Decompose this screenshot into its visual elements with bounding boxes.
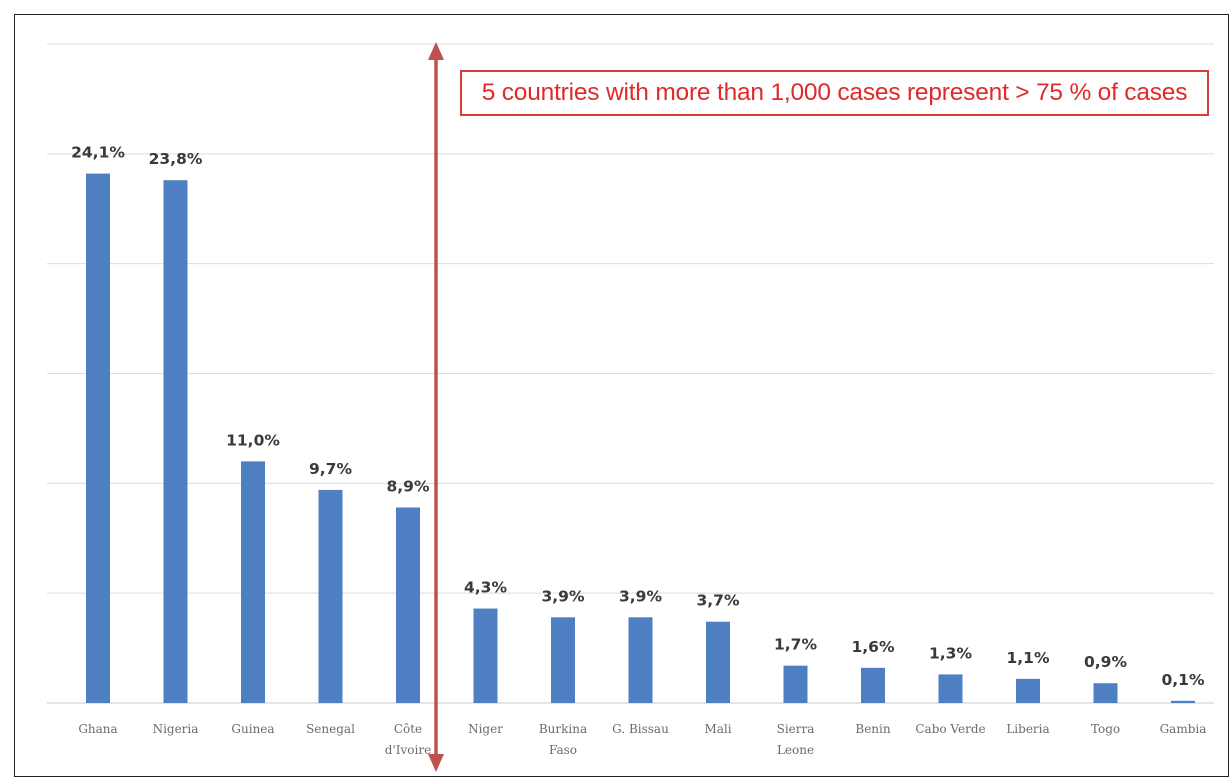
arrow-head-bottom: [428, 754, 444, 772]
data-label: 1,7%: [774, 636, 817, 654]
category-label: Côte: [394, 722, 422, 736]
bar: [706, 621, 730, 703]
bar: [938, 674, 963, 703]
category-label: d'Ivoire: [385, 743, 431, 757]
bar: [163, 180, 188, 703]
chart-frame: [14, 14, 1229, 777]
data-label: 1,6%: [852, 638, 895, 656]
bar: [551, 617, 575, 703]
data-labels: 24,1% 23,8% 11,0% 9,7% 8,9% 4,3% 3,9% 3,9% 3,7% 1…: [71, 144, 1205, 689]
data-label: 8,9%: [387, 477, 430, 495]
callout-box: 5 countries with more than 1,000 cases r…: [460, 70, 1209, 116]
data-label: 24,1%: [71, 144, 125, 162]
category-labels: Ghana Nigeria Guinea Senegal Côte d'Ivoire Nig…: [78, 722, 1206, 757]
data-label: 3,7%: [697, 592, 740, 610]
bar: [396, 507, 420, 703]
data-label: 0,1%: [1162, 671, 1205, 689]
data-label: 4,3%: [464, 579, 507, 597]
bar: [783, 665, 808, 703]
category-label: Liberia: [1006, 722, 1049, 736]
data-label: 0,9%: [1084, 653, 1127, 671]
category-label: Leone: [777, 743, 814, 757]
data-label: 1,1%: [1007, 649, 1050, 667]
category-label: Gambia: [1160, 722, 1207, 736]
bar: [473, 608, 498, 703]
bar: [86, 173, 110, 703]
category-label: Cabo Verde: [915, 722, 985, 736]
data-label: 1,3%: [929, 644, 972, 662]
arrow-head-top: [428, 42, 444, 60]
bars: [86, 173, 1195, 703]
category-label: Togo: [1091, 722, 1120, 736]
bar: [1171, 700, 1195, 703]
bar: [241, 461, 265, 703]
bar: [861, 667, 885, 703]
category-label: Faso: [549, 743, 577, 757]
category-label: Sierra: [777, 722, 815, 736]
category-label: Benin: [855, 722, 890, 736]
category-label: G. Bissau: [612, 722, 669, 736]
category-label: Senegal: [306, 722, 355, 736]
category-label: Nigeria: [153, 722, 199, 736]
category-label: Niger: [468, 722, 503, 736]
category-label: Mali: [704, 722, 731, 736]
category-label: Burkina: [539, 722, 587, 736]
callout-text: 5 countries with more than 1,000 cases r…: [481, 79, 1188, 106]
bar: [628, 617, 653, 703]
data-label: 11,0%: [226, 431, 280, 449]
divider-double-arrow: [428, 42, 444, 772]
data-label: 9,7%: [309, 460, 352, 478]
bar: [1093, 683, 1118, 703]
bar: [318, 489, 343, 703]
category-label: Guinea: [231, 722, 274, 736]
data-label: 3,9%: [619, 587, 662, 605]
category-label: Ghana: [78, 722, 117, 736]
data-label: 23,8%: [149, 150, 203, 168]
bar: [1016, 678, 1040, 703]
data-label: 3,9%: [542, 587, 585, 605]
